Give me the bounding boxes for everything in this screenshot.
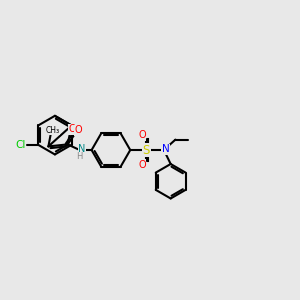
Text: N: N [78,143,86,154]
Text: O: O [138,130,146,140]
Text: CH₃: CH₃ [45,126,59,135]
Text: H: H [76,152,82,161]
Text: S: S [142,143,150,157]
Text: O: O [74,125,82,135]
Text: Cl: Cl [15,140,26,150]
Text: O: O [68,124,76,134]
Text: N: N [162,144,170,154]
Text: O: O [138,160,146,170]
